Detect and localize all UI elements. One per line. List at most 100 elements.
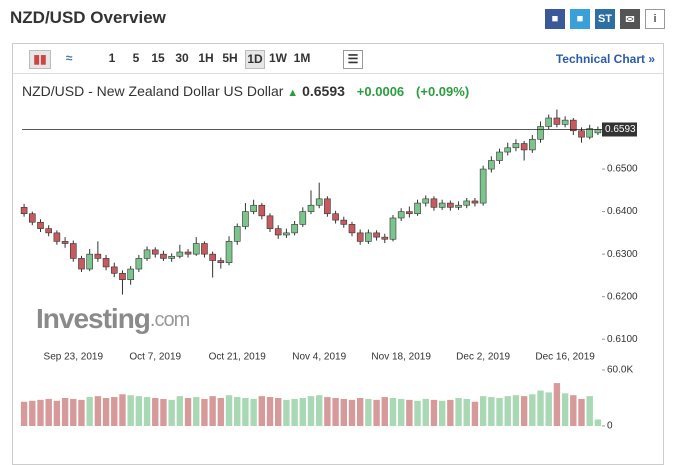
quote-line: NZD/USD - New Zealand Dollar US Dollar ▲… [22, 83, 469, 99]
volume-bar [201, 398, 208, 426]
candle-body [102, 258, 110, 268]
candle-body [356, 232, 364, 242]
volume-bar [61, 398, 69, 426]
line-button[interactable]: ≈ [65, 51, 73, 65]
volume-bar [586, 396, 593, 426]
volume-bar [160, 398, 167, 426]
candle-body [365, 232, 372, 242]
candle-body [53, 232, 61, 242]
volume-bar [340, 398, 347, 426]
print-icon[interactable]: i [645, 9, 665, 29]
candle-body [184, 251, 192, 255]
interval-button[interactable]: 5 [132, 51, 140, 65]
candle-body [143, 249, 151, 259]
candle-body [110, 266, 118, 274]
volume-bar [422, 398, 429, 426]
volume-bar [348, 399, 356, 426]
volume-bar [438, 400, 446, 426]
candle-body [340, 219, 348, 225]
interval-button[interactable]: 1H [198, 51, 214, 65]
interval-button[interactable]: 1 [108, 51, 116, 65]
volume-bar [537, 390, 544, 426]
instrument-name: NZD/USD - New Zealand Dollar US Dollar [22, 83, 284, 99]
candle-body [414, 202, 421, 215]
volume-bar [529, 394, 536, 426]
x-tick-label: Nov 4, 2019 [292, 352, 346, 363]
candle-body [258, 204, 266, 217]
volume-bar [578, 398, 585, 426]
x-tick-label: Oct 21, 2019 [209, 352, 267, 363]
change-pct: (+0.09%) [416, 84, 470, 99]
volume-bar [143, 397, 151, 426]
candle-body [455, 204, 462, 208]
interval-button[interactable]: 30 [175, 51, 189, 65]
volume-bar [184, 398, 192, 426]
interval-button[interactable]: 5H [222, 51, 238, 65]
candle-body [381, 236, 389, 240]
volume-bar [78, 399, 85, 426]
volume-bar [520, 396, 528, 426]
candle-body [20, 207, 28, 215]
volume-bar [29, 400, 36, 426]
interval-button[interactable]: 1M [293, 51, 311, 65]
candle-body [61, 241, 69, 244]
change: +0.0006 [356, 84, 405, 99]
candle-body [479, 168, 487, 204]
volume-bar [275, 398, 282, 426]
price: 0.6593 [302, 83, 345, 99]
candle-body [209, 253, 216, 261]
volume-bar [176, 396, 184, 426]
candle-body [225, 241, 233, 263]
candle-body [250, 204, 257, 212]
volume-bar [20, 401, 28, 426]
x-tick-label: Oct 7, 2019 [129, 352, 181, 363]
candle-body [537, 126, 544, 140]
volume-bar [86, 397, 93, 426]
volume-bar [250, 398, 257, 426]
volume-bar [127, 395, 134, 426]
interval-button[interactable]: 1D [245, 50, 265, 69]
twitter-icon[interactable]: ■ [570, 9, 590, 29]
candle-body [127, 268, 134, 280]
candle-body [430, 198, 438, 208]
candle-button[interactable]: ▮▮ [29, 50, 51, 69]
volume-bar [406, 399, 413, 426]
candle-body [586, 128, 594, 138]
technical-chart-link[interactable]: Technical Chart » [555, 52, 655, 66]
candle-body [561, 119, 569, 125]
volume-bar [512, 395, 520, 426]
stocktwits-icon[interactable]: ST [595, 9, 615, 29]
facebook-icon[interactable]: ■ [545, 9, 565, 29]
candle-body [545, 117, 553, 127]
candle-body [135, 258, 143, 270]
candle-body [266, 215, 274, 229]
candle-body [217, 260, 225, 263]
interval-button[interactable]: 15 [151, 51, 165, 65]
settings-button[interactable]: ☰ [343, 50, 363, 69]
candle-body [471, 200, 479, 204]
volume-bar [291, 398, 298, 426]
volume-bar [324, 397, 331, 426]
volume-bar [242, 398, 249, 426]
volume-bar [553, 383, 561, 426]
candle-body [176, 251, 184, 257]
volume-tick-label: 0 [607, 421, 613, 432]
volume-bar [283, 399, 290, 426]
interval-button[interactable]: 1W [269, 51, 287, 65]
x-tick-label: Dec 16, 2019 [535, 352, 595, 363]
candle-body [291, 224, 298, 234]
volume-bar [570, 395, 577, 426]
y-tick-label: 0.6100 [607, 334, 638, 345]
candle-body [69, 243, 77, 259]
candle-body [192, 243, 200, 255]
candle-body [168, 255, 175, 259]
volume-bar [315, 395, 323, 426]
volume-bar [307, 396, 315, 426]
volume-bar [332, 398, 339, 426]
mail-icon[interactable]: ✉ [620, 9, 640, 29]
candle-body [463, 200, 471, 206]
volume-bar [70, 398, 77, 426]
candle-body [94, 253, 102, 259]
volume-bar [488, 397, 495, 426]
candle-body [86, 253, 93, 270]
